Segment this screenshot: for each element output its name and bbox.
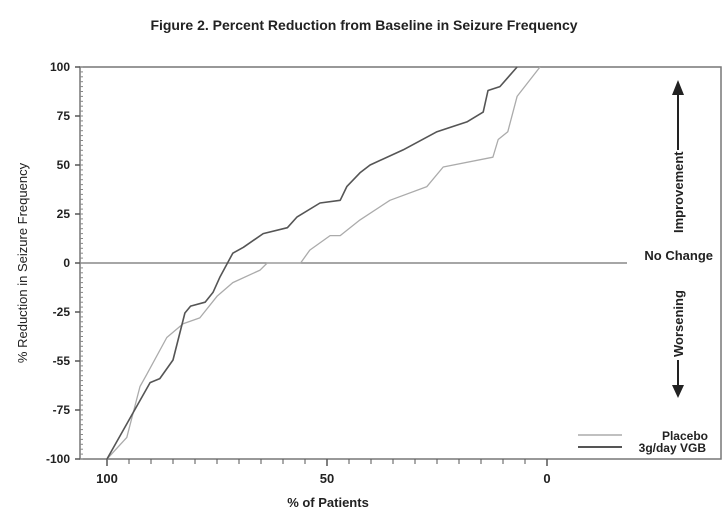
y-tick-label: -100 [46, 452, 70, 466]
worsening-annotation: Worsening [671, 290, 686, 398]
x-tick-label: 50 [320, 471, 334, 486]
legend-label-placebo: Placebo [662, 429, 708, 443]
x-tick-label: 100 [96, 471, 118, 486]
legend-label-vgb: 3g/day VGB [639, 441, 707, 455]
x-tick-label: 0 [543, 471, 550, 486]
no-change-label: No Change [644, 248, 713, 263]
y-tick-label: 25 [57, 207, 71, 221]
legend: Placebo 3g/day VGB [578, 429, 708, 455]
improvement-label: Improvement [671, 151, 686, 233]
series-line-placebo [106, 66, 541, 460]
y-tick-label: -75 [53, 403, 71, 417]
y-tick-label: 100 [50, 60, 70, 74]
arrow-down-head-icon [672, 385, 684, 398]
improvement-annotation: Improvement [671, 80, 686, 233]
x-axis-label: % of Patients [287, 495, 369, 510]
series-line-vgb [106, 66, 518, 460]
y-tick-label: 0 [63, 256, 70, 270]
chart-title: Figure 2. Percent Reduction from Baselin… [150, 17, 577, 33]
y-tick-label: -25 [53, 305, 71, 319]
y-tick-label: 75 [57, 109, 71, 123]
y-tick-label: 50 [57, 158, 71, 172]
y-tick-label: -55 [53, 354, 71, 368]
worsening-label: Worsening [671, 290, 686, 357]
arrow-up-head-icon [672, 80, 684, 95]
y-axis-label: % Reduction in Seizure Frequency [15, 162, 30, 363]
